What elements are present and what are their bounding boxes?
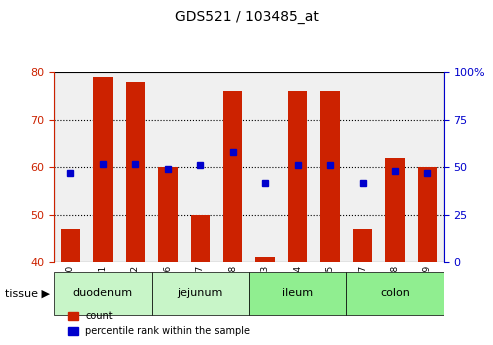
Bar: [353, 229, 372, 262]
Bar: [158, 167, 177, 262]
Text: GDS521 / 103485_at: GDS521 / 103485_at: [175, 10, 318, 24]
Bar: [418, 167, 437, 262]
Bar: [288, 91, 307, 262]
Text: duodenum: duodenum: [73, 288, 133, 298]
FancyBboxPatch shape: [54, 272, 151, 315]
Bar: [320, 91, 340, 262]
Bar: [61, 229, 80, 262]
Bar: [190, 215, 210, 262]
Bar: [126, 82, 145, 262]
Text: jejunum: jejunum: [177, 288, 223, 298]
Text: tissue ▶: tissue ▶: [5, 288, 50, 298]
FancyBboxPatch shape: [249, 272, 346, 315]
Bar: [385, 158, 405, 262]
Bar: [93, 77, 112, 262]
Bar: [255, 257, 275, 262]
Text: ileum: ileum: [282, 288, 313, 298]
FancyBboxPatch shape: [151, 272, 249, 315]
FancyBboxPatch shape: [346, 272, 444, 315]
Text: colon: colon: [380, 288, 410, 298]
Legend: count, percentile rank within the sample: count, percentile rank within the sample: [64, 307, 254, 340]
Bar: [223, 91, 243, 262]
